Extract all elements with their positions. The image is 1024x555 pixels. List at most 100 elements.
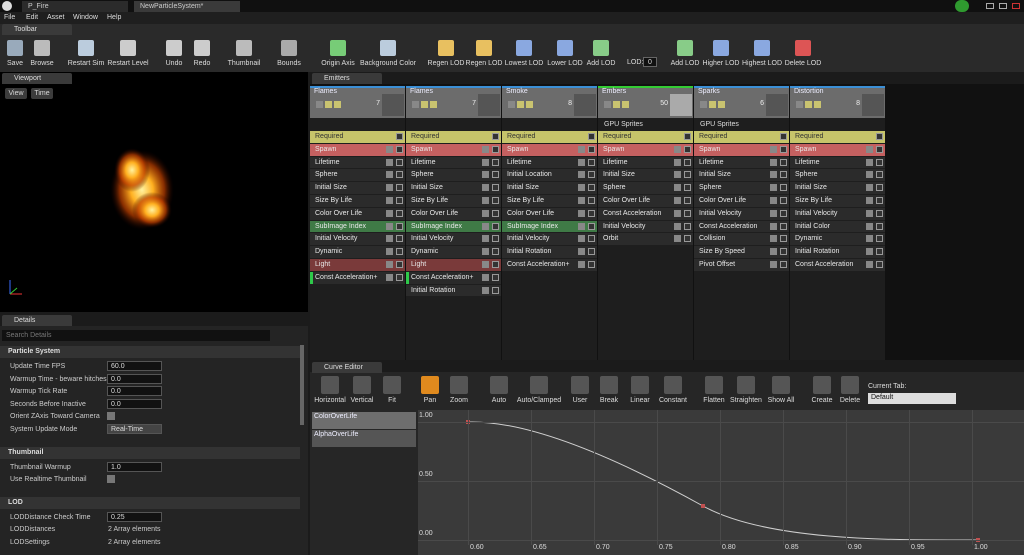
checkbox[interactable]: [107, 475, 115, 484]
module-checkbox[interactable]: [492, 184, 499, 192]
module-row[interactable]: [598, 233, 693, 246]
module-row[interactable]: [694, 195, 789, 207]
module-row[interactable]: [694, 207, 789, 220]
module-checkbox[interactable]: [396, 158, 403, 166]
toolbar-button[interactable]: Origin Axis: [321, 60, 355, 67]
module-row[interactable]: [694, 131, 789, 143]
toolbar-button[interactable]: Highest LOD: [741, 60, 783, 67]
toolbar-button[interactable]: Lowest LOD: [504, 60, 544, 67]
viewport-button[interactable]: View: [5, 88, 27, 99]
module-checkbox[interactable]: [876, 209, 883, 217]
current-tab-dropdown[interactable]: Default: [868, 393, 956, 404]
number-input[interactable]: 0.0: [107, 386, 162, 397]
toolbar-button[interactable]: Browse: [30, 60, 54, 67]
module-row[interactable]: [694, 220, 789, 233]
module-row[interactable]: [502, 220, 597, 233]
module-checkbox[interactable]: [876, 133, 883, 140]
module-checkbox[interactable]: [588, 158, 595, 166]
module-checkbox[interactable]: [396, 145, 403, 153]
module-row[interactable]: [694, 246, 789, 258]
toolbar-button[interactable]: Regen LOD: [427, 60, 465, 67]
module-row[interactable]: [790, 156, 885, 169]
toolbar-button[interactable]: Bounds: [277, 60, 301, 67]
module-row[interactable]: [502, 233, 597, 246]
module-checkbox[interactable]: [492, 222, 499, 230]
module-checkbox[interactable]: [492, 273, 499, 281]
module-checkbox[interactable]: [492, 261, 499, 268]
curve-button[interactable]: Auto: [491, 397, 507, 404]
module-checkbox[interactable]: [396, 209, 403, 217]
toolbar-button[interactable]: Save: [7, 60, 23, 67]
module-row[interactable]: [406, 233, 501, 246]
toolbar-button[interactable]: Thumbnail: [227, 60, 261, 67]
module-row[interactable]: [502, 156, 597, 169]
module-checkbox[interactable]: [588, 171, 595, 179]
toolbar-button[interactable]: Redo: [193, 60, 211, 67]
module-checkbox[interactable]: [780, 197, 787, 204]
module-row[interactable]: [694, 182, 789, 194]
module-checkbox[interactable]: [588, 197, 595, 204]
module-checkbox[interactable]: [780, 248, 787, 256]
number-input[interactable]: 0.0: [107, 398, 162, 409]
module-row[interactable]: [694, 169, 789, 182]
module-checkbox[interactable]: [588, 261, 595, 268]
module-row[interactable]: [790, 207, 885, 220]
curve-button[interactable]: Create: [811, 397, 833, 404]
module-row[interactable]: [598, 220, 693, 233]
checkbox[interactable]: [107, 412, 115, 421]
module-row[interactable]: [502, 195, 597, 207]
module-checkbox[interactable]: [876, 158, 883, 166]
toolbar-button[interactable]: Background Color: [359, 60, 417, 67]
module-checkbox[interactable]: [492, 235, 499, 243]
module-row[interactable]: [790, 143, 885, 156]
module-row[interactable]: [310, 182, 405, 194]
module-row[interactable]: [310, 143, 405, 156]
module-checkbox[interactable]: [684, 171, 691, 179]
curve-track[interactable]: [312, 430, 416, 447]
module-checkbox[interactable]: [396, 222, 403, 230]
module-checkbox[interactable]: [492, 171, 499, 179]
toolbar-button[interactable]: Lower LOD: [547, 60, 583, 67]
module-checkbox[interactable]: [780, 171, 787, 179]
module-checkbox[interactable]: [492, 158, 499, 166]
module-checkbox[interactable]: [684, 184, 691, 192]
module-checkbox[interactable]: [396, 235, 403, 243]
module-checkbox[interactable]: [684, 235, 691, 243]
curve-button[interactable]: Constant: [658, 397, 688, 404]
module-checkbox[interactable]: [492, 248, 499, 256]
module-checkbox[interactable]: [588, 222, 595, 230]
module-row[interactable]: [406, 271, 501, 284]
module-row[interactable]: [790, 233, 885, 246]
module-row[interactable]: [790, 195, 885, 207]
module-checkbox[interactable]: [396, 248, 403, 256]
module-row[interactable]: [310, 195, 405, 207]
number-input[interactable]: 60.0: [107, 361, 162, 371]
module-checkbox[interactable]: [684, 209, 691, 217]
module-checkbox[interactable]: [876, 184, 883, 192]
curve-button[interactable]: Straighten: [730, 397, 762, 404]
curve-button[interactable]: Auto/Clamped: [516, 397, 562, 404]
module-row[interactable]: [598, 182, 693, 194]
module-checkbox[interactable]: [876, 222, 883, 230]
curve-button[interactable]: Pan: [423, 397, 437, 404]
module-checkbox[interactable]: [492, 286, 499, 294]
curve-track[interactable]: [312, 412, 416, 429]
module-row[interactable]: [790, 131, 885, 143]
curve-button[interactable]: Zoom: [450, 397, 468, 404]
module-checkbox[interactable]: [396, 273, 403, 281]
module-row[interactable]: [502, 169, 597, 182]
module-row[interactable]: [598, 195, 693, 207]
curve-button[interactable]: Show All: [767, 397, 795, 404]
module-row[interactable]: [310, 156, 405, 169]
curve-button[interactable]: Horizontal: [314, 397, 346, 404]
module-checkbox[interactable]: [396, 261, 403, 268]
lod-value[interactable]: 0: [643, 57, 657, 67]
module-row[interactable]: [310, 169, 405, 182]
module-row[interactable]: [502, 259, 597, 271]
module-checkbox[interactable]: [684, 222, 691, 230]
viewport-button[interactable]: Time: [31, 88, 53, 99]
curve-button[interactable]: Fit: [388, 397, 396, 404]
module-row[interactable]: [790, 169, 885, 182]
number-input[interactable]: 0.25: [107, 511, 162, 522]
module-row[interactable]: [694, 143, 789, 156]
